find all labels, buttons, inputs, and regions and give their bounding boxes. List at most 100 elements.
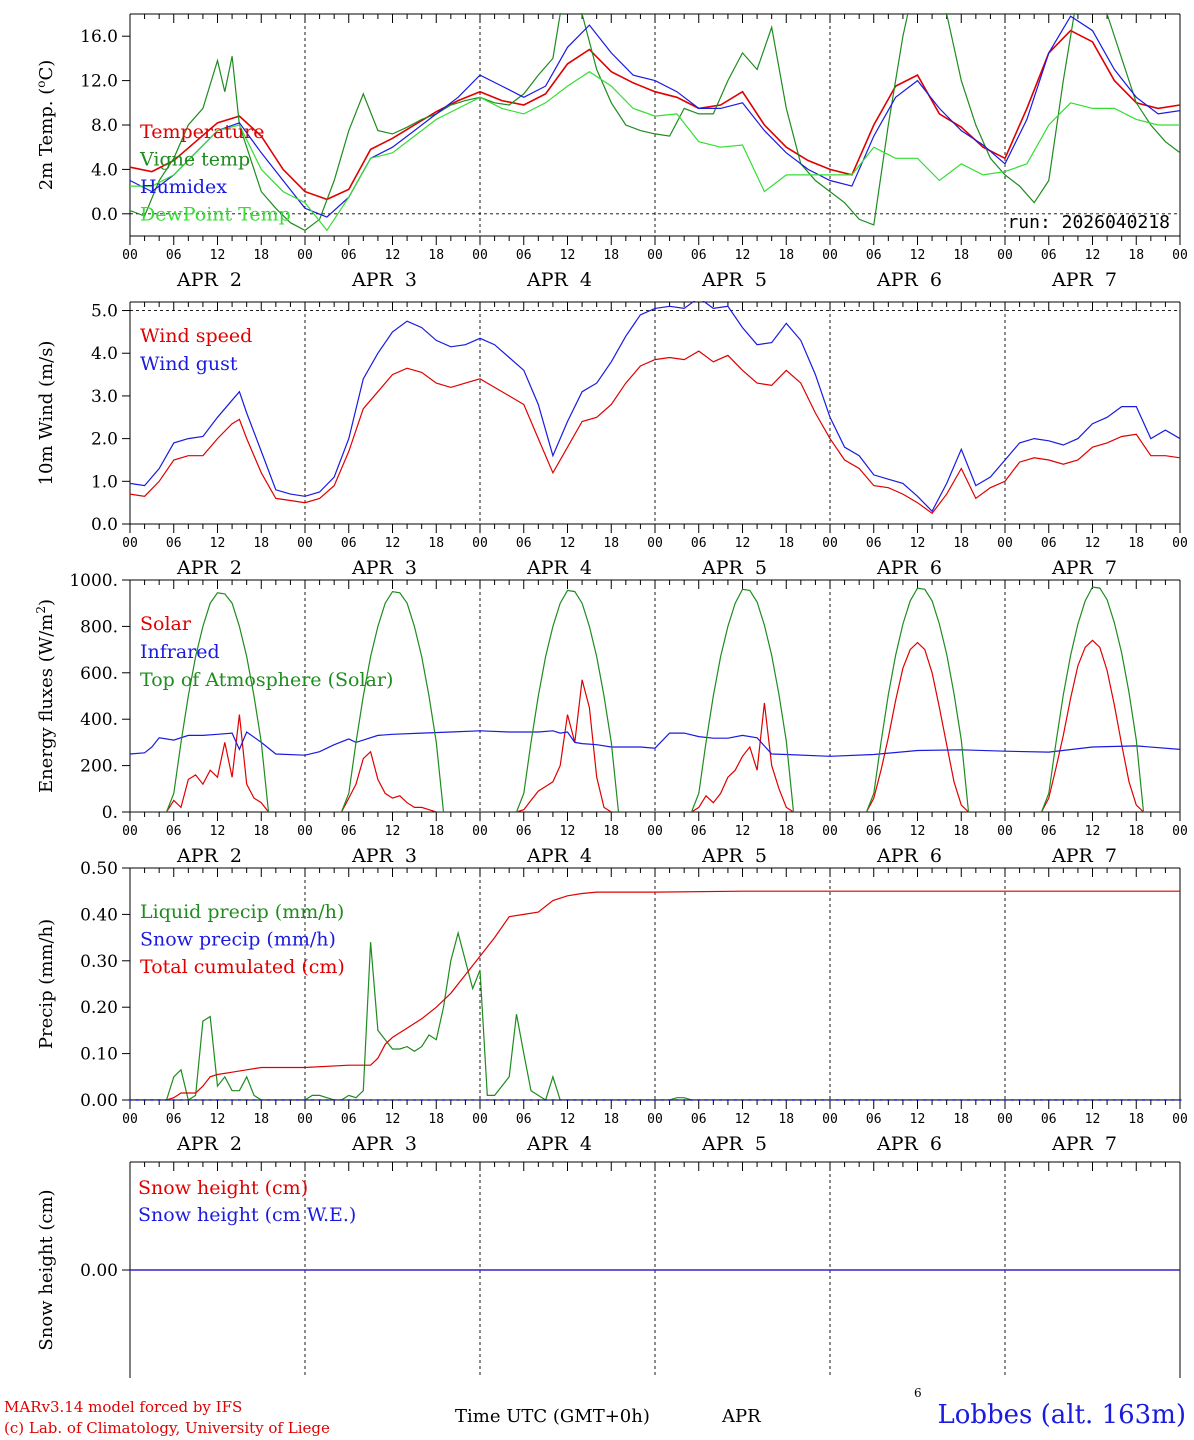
energy-x-tick-label: 06	[691, 824, 707, 839]
model-credit: MARv3.14 model forced by IFS	[4, 1398, 243, 1416]
energy-day-label: APR 7	[1051, 845, 1117, 867]
precip-x-tick-label: 12	[385, 1112, 401, 1127]
temperature-y-tick-label: 8.0	[91, 116, 118, 136]
station-name: Lobbes (alt. 163m)	[937, 1400, 1186, 1430]
temperature-x-tick-label: 06	[1041, 248, 1057, 263]
precip-x-tick-label: 18	[603, 1112, 619, 1127]
temperature-x-tick-label: 12	[560, 248, 576, 263]
wind-panel: 0.0 1.0 2.0 3.0 4.0 5.0 00 06 12 18 00 06 12 18 00 06 12…	[36, 301, 1188, 579]
wind-y-tick-label: 0.0	[91, 515, 118, 535]
precip-y-tick-label: 0.10	[80, 1045, 118, 1065]
temperature-legend-entry: DewPoint Temp	[140, 204, 291, 226]
precip-x-tick-label: 06	[1041, 1112, 1057, 1127]
precip-x-tick-label: 00	[297, 1112, 313, 1127]
precip-x-tick-label: 00	[472, 1112, 488, 1127]
wind-x-tick-label: 00	[997, 536, 1013, 551]
wind-x-tick-label: 18	[253, 536, 269, 551]
wind-x-tick-label: 00	[297, 536, 313, 551]
temperature-x-tick-label: 12	[910, 248, 926, 263]
precip-panel: 0.00 0.10 0.20 0.30 0.40 0.50 00 06 12 18 00 06 12 18…	[36, 859, 1188, 1155]
temperature-y-tick-label: 0.0	[91, 205, 118, 225]
precip-series-liquid-precip-mm-h	[130, 930, 1180, 1100]
temperature-series-temperature	[130, 29, 1180, 201]
precip-x-tick-label: 00	[647, 1112, 663, 1127]
wind-y-tick-label: 5.0	[91, 302, 118, 322]
energy-x-tick-label: 18	[1128, 824, 1144, 839]
snow-y-tick-label: 0.00	[80, 1261, 118, 1281]
temperature-x-tick-label: 00	[647, 248, 663, 263]
energy-y-tick-label: 600.	[80, 664, 118, 684]
temperature-day-label: APR 6	[876, 269, 942, 291]
precip-x-tick-label: 06	[691, 1112, 707, 1127]
energy-x-tick-label: 06	[866, 824, 882, 839]
wind-x-tick-label: 18	[603, 536, 619, 551]
energy-day-label: APR 2	[176, 845, 242, 867]
wind-y-axis-title: 10m Wind (m/s)	[36, 341, 57, 486]
precip-day-label: APR 5	[701, 1133, 767, 1155]
wind-x-tick-label: 06	[691, 536, 707, 551]
energy-day-label: APR 6	[876, 845, 942, 867]
energy-legend-entry: Top of Atmosphere (Solar)	[140, 669, 393, 691]
snow-legend-entry: Snow height (cm)	[138, 1177, 308, 1199]
precip-y-tick-label: 0.00	[80, 1091, 118, 1111]
energy-y-tick-label: 1000.	[69, 571, 118, 591]
snow-legend-entry: Snow height (cm W.E.)	[138, 1204, 356, 1226]
wind-x-tick-label: 06	[341, 536, 357, 551]
temperature-x-tick-label: 18	[603, 248, 619, 263]
energy-x-tick-label: 12	[1085, 824, 1101, 839]
temperature-x-tick-label: 00	[822, 248, 838, 263]
wind-day-label: APR 4	[526, 557, 592, 579]
precip-x-tick-label: 18	[778, 1112, 794, 1127]
energy-legend-entry: Infrared	[140, 641, 220, 663]
wind-y-tick-label: 4.0	[91, 344, 118, 364]
precip-x-tick-label: 00	[122, 1112, 138, 1127]
wind-x-tick-label: 00	[1172, 536, 1188, 551]
energy-x-tick-label: 00	[1172, 824, 1188, 839]
temperature-x-tick-label: 06	[691, 248, 707, 263]
wind-x-tick-label: 12	[910, 536, 926, 551]
temperature-series-humidex	[130, 15, 1180, 218]
precip-legend-entry: Liquid precip (mm/h)	[140, 901, 344, 923]
precip-x-tick-label: 12	[910, 1112, 926, 1127]
energy-x-tick-label: 18	[953, 824, 969, 839]
wind-series-wind-speed	[130, 350, 1180, 515]
energy-panel: 0. 200. 400. 600. 800. 1000. 00 06 12 18 00 06 12 18 0…	[34, 571, 1188, 867]
temperature-legend-entry: Vigne temp	[139, 149, 250, 171]
wind-x-tick-label: 06	[866, 536, 882, 551]
energy-y-tick-label: 0.	[102, 803, 118, 823]
energy-day-label: APR 5	[701, 845, 767, 867]
wind-x-tick-label: 18	[953, 536, 969, 551]
wind-x-tick-label: 18	[778, 536, 794, 551]
precip-x-tick-label: 06	[866, 1112, 882, 1127]
wind-x-tick-label: 12	[1085, 536, 1101, 551]
temperature-legend-entry: Humidex	[140, 176, 227, 198]
temperature-y-tick-label: 12.0	[80, 72, 118, 92]
temperature-x-tick-label: 12	[385, 248, 401, 263]
energy-x-tick-label: 00	[822, 824, 838, 839]
temperature-day-label: APR 5	[701, 269, 767, 291]
temperature-x-tick-label: 18	[953, 248, 969, 263]
wind-x-tick-label: 06	[166, 536, 182, 551]
precip-x-tick-label: 18	[428, 1112, 444, 1127]
wind-x-tick-label: 00	[122, 536, 138, 551]
temperature-x-tick-label: 06	[516, 248, 532, 263]
precip-x-tick-label: 12	[560, 1112, 576, 1127]
precip-day-label: APR 4	[526, 1133, 592, 1155]
energy-x-tick-label: 00	[997, 824, 1013, 839]
precip-x-tick-label: 12	[210, 1112, 226, 1127]
precip-day-label: APR 3	[351, 1133, 417, 1155]
wind-day-label: APR 2	[176, 557, 242, 579]
wind-x-tick-label: 12	[735, 536, 751, 551]
energy-x-tick-label: 00	[297, 824, 313, 839]
wind-y-tick-label: 1.0	[91, 472, 118, 492]
energy-y-tick-label: 800.	[80, 617, 118, 637]
energy-y-axis-title: Energy fluxes (W/m2)	[34, 599, 57, 793]
wind-y-tick-label: 3.0	[91, 387, 118, 407]
wind-x-tick-label: 00	[822, 536, 838, 551]
temperature-y-axis-title: 2m Temp. (oC)	[34, 60, 57, 191]
precip-series-total-cumulated-cm	[130, 890, 1180, 1100]
temperature-x-tick-label: 06	[341, 248, 357, 263]
temperature-series-vigne-temp	[130, 13, 1180, 232]
temperature-run-annotation: run: 2026040218	[1007, 212, 1170, 233]
